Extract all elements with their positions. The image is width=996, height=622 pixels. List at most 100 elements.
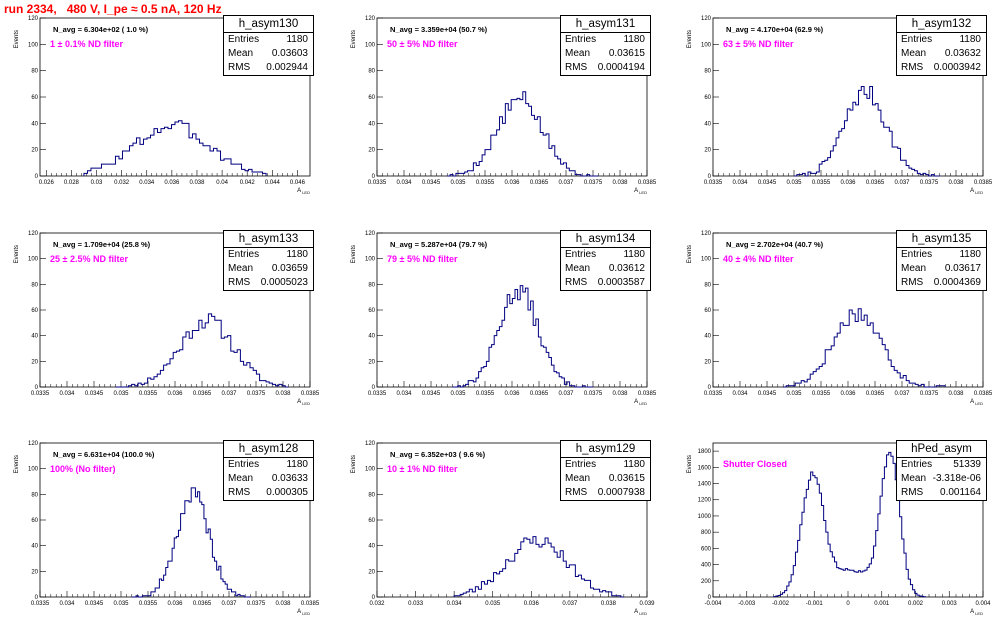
- stats-box: h_asym134 Entries 1180 Mean 0.03612 RMS 0.0003…: [560, 230, 651, 291]
- y-tick-label: 120: [28, 16, 39, 22]
- stats-mean-row: Mean 0.03612: [561, 262, 650, 276]
- x-tick-label: 0.036: [524, 601, 540, 607]
- filter-label: 1 ± 0.1% ND filter: [50, 39, 123, 49]
- y-tick-label: 0: [708, 595, 712, 601]
- x-axis-label: A LED: [970, 399, 983, 406]
- x-tick-label: 0.0345: [758, 180, 777, 186]
- x-tick-label: 0.0335: [704, 180, 723, 186]
- x-axis-label-sub: LED: [974, 401, 983, 406]
- x-tick-label: 0.038: [612, 180, 628, 186]
- y-tick-label: 40: [31, 544, 38, 550]
- x-tick-label: 0.0385: [974, 391, 993, 397]
- x-axis-label-sub: LED: [638, 190, 647, 195]
- histogram-series: [783, 308, 946, 388]
- x-tick-label: 0.0375: [584, 391, 603, 397]
- stats-rms-value: 0.002944: [266, 62, 308, 73]
- y-tick-label: 400: [701, 563, 712, 569]
- y-tick-label: 800: [701, 530, 712, 536]
- stats-entries-value: 1180: [623, 249, 645, 260]
- stats-box: h_asym129 Entries 1180 Mean 0.03615 RMS 0.0007…: [560, 440, 651, 501]
- stats-rms-row: RMS 0.0004369: [897, 276, 986, 290]
- histogram-name: h_asym134: [561, 231, 650, 248]
- x-tick-label: 0.0385: [301, 391, 320, 397]
- stats-mean-value: 0.03603: [271, 48, 308, 59]
- x-tick-label: 0.0355: [812, 391, 831, 397]
- x-tick-label: 0.035: [113, 391, 129, 397]
- y-tick-label: 100: [701, 42, 712, 48]
- y-tick-label: 20: [368, 569, 375, 575]
- stats-box: h_asym131 Entries 1180 Mean 0.03615 RMS 0.0004…: [560, 15, 651, 76]
- y-axis-label: Events: [687, 245, 693, 263]
- x-tick-label: 0.038: [275, 391, 291, 397]
- stats-mean-value: 0.03633: [271, 473, 308, 484]
- x-tick-label: 0.037: [562, 601, 578, 607]
- histogram-name: h_asym130: [224, 16, 313, 33]
- y-tick-label: 40: [368, 121, 375, 127]
- stats-mean-value: 0.03617: [944, 263, 981, 274]
- histogram-name: h_asym131: [561, 16, 650, 33]
- y-tick-label: 1600: [698, 465, 712, 471]
- filter-label: 63 ± 5% ND filter: [723, 39, 794, 49]
- y-tick-label: 20: [368, 359, 375, 365]
- stats-rms-value: 0.0004194: [597, 62, 645, 73]
- x-tick-label: 0.028: [64, 180, 80, 186]
- x-tick-label: 0.037: [558, 391, 574, 397]
- y-tick-label: 120: [28, 441, 39, 447]
- stats-mean-row: Mean 0.03603: [224, 47, 313, 61]
- y-axis-label: Events: [351, 245, 357, 263]
- y-tick-label: 100: [28, 42, 39, 48]
- x-tick-label: 0.04: [216, 180, 228, 186]
- stats-mean-label: Mean: [228, 473, 254, 484]
- x-tick-label: 0.026: [39, 180, 55, 186]
- x-tick-label: 0.0335: [704, 391, 723, 397]
- stats-mean-label: Mean: [901, 263, 927, 274]
- y-tick-label: 0: [708, 385, 712, 391]
- y-tick-label: 600: [701, 546, 712, 552]
- x-tick-label: 0.001: [874, 601, 890, 607]
- x-tick-label: 0.035: [113, 601, 129, 607]
- stats-mean-row: Mean 0.03615: [561, 47, 650, 61]
- y-tick-label: 20: [31, 148, 38, 154]
- histogram-name: h_asym129: [561, 441, 650, 458]
- histogram-name: hPed_asym: [897, 441, 986, 458]
- x-tick-label: 0.036: [164, 180, 180, 186]
- y-tick-label: 120: [365, 16, 376, 22]
- x-tick-label: 0.0345: [85, 601, 104, 607]
- y-tick-label: 100: [365, 257, 376, 263]
- y-tick-label: 1200: [698, 498, 712, 504]
- filter-label: 100% (No filter): [50, 464, 116, 474]
- y-tick-label: 60: [31, 518, 38, 524]
- stats-rms-label: RMS: [565, 62, 588, 73]
- x-tick-label: 0.003: [942, 601, 958, 607]
- stats-rms-value: 0.001164: [940, 487, 981, 498]
- y-tick-label: 60: [31, 308, 38, 314]
- stats-rms-label: RMS: [901, 62, 924, 73]
- y-tick-label: 100: [365, 467, 376, 473]
- stats-entries-value: 1180: [286, 459, 308, 470]
- y-tick-label: 40: [704, 334, 711, 340]
- filter-label: 79 ± 5% ND filter: [387, 254, 458, 264]
- y-tick-label: 20: [31, 569, 38, 575]
- stats-rms-label: RMS: [228, 277, 251, 288]
- stats-entries-label: Entries: [228, 249, 260, 260]
- stats-entries-row: Entries 1180: [897, 248, 986, 262]
- stats-mean-label: Mean: [901, 48, 927, 59]
- x-tick-label: 0.033: [408, 601, 424, 607]
- x-tick-label: 0.034: [732, 391, 748, 397]
- x-tick-label: -0.002: [772, 601, 790, 607]
- stats-mean-value: 0.03632: [944, 48, 981, 59]
- x-tick-label: 0.035: [485, 601, 501, 607]
- y-tick-label: 0: [708, 174, 712, 180]
- y-tick-label: 60: [704, 308, 711, 314]
- x-axis-label: A LED: [634, 188, 647, 195]
- stats-rms-value: 0.0007938: [597, 487, 645, 498]
- stats-rms-label: RMS: [228, 487, 251, 498]
- y-tick-label: 1400: [698, 482, 712, 488]
- x-tick-label: 0.0335: [368, 391, 387, 397]
- y-tick-label: 80: [704, 69, 711, 75]
- x-tick-label: 0.0385: [638, 391, 657, 397]
- stats-entries-row: Entries 1180: [561, 458, 650, 472]
- x-axis-label: A LED: [297, 399, 310, 406]
- x-tick-label: 0.044: [265, 180, 281, 186]
